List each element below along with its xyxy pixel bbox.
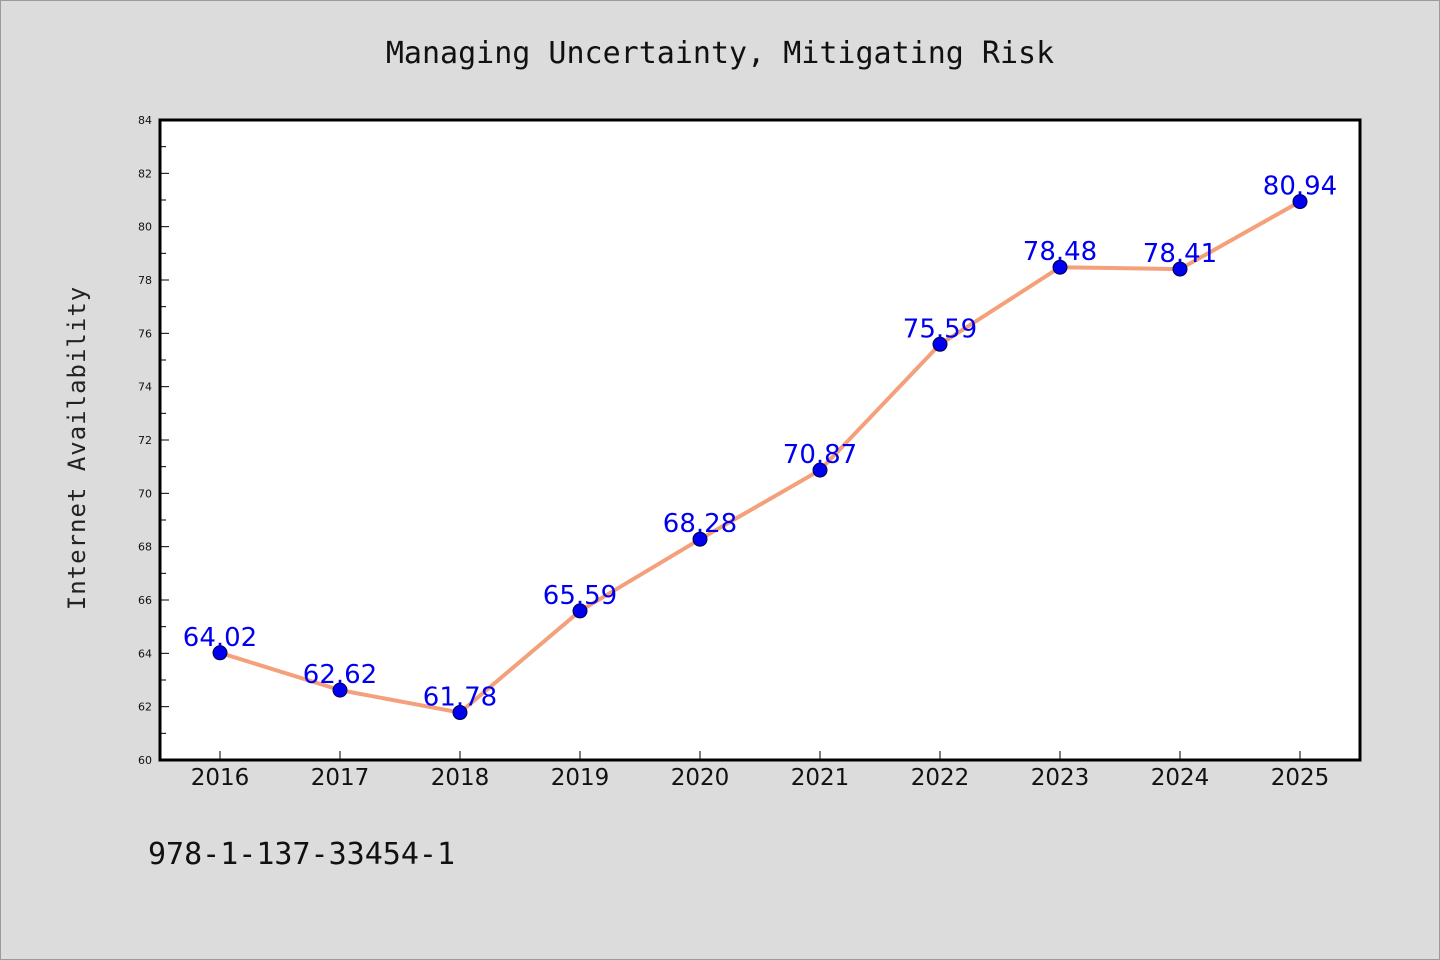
data-label: 61.78	[423, 683, 497, 713]
y-tick-label: 82	[138, 167, 152, 180]
x-tick-label: 2019	[551, 765, 610, 791]
series-markers	[212, 194, 1308, 721]
x-axis-ticks: 2016 2017 2018 2019 2020 2021 2022 2023 2024 2025	[191, 751, 1330, 791]
y-tick-label: 76	[138, 327, 152, 340]
data-label: 62.62	[303, 660, 377, 690]
data-point	[932, 336, 948, 352]
series-line	[218, 199, 1302, 715]
y-tick-label: 62	[138, 701, 152, 714]
data-label: 64.02	[183, 623, 257, 653]
y-axis-ticks: 60 62 64 66 68 70 72 74 76 78 80 82 84	[138, 114, 169, 767]
x-tick-label: 2018	[431, 765, 490, 791]
y-tick-label: 80	[138, 221, 152, 234]
data-label: 65.59	[543, 581, 617, 611]
y-tick-label: 66	[138, 594, 152, 607]
x-tick-label: 2025	[1271, 765, 1330, 791]
y-tick-label: 72	[138, 434, 152, 447]
y-tick-label: 74	[138, 381, 152, 394]
data-label: 80.94	[1263, 172, 1337, 202]
y-tick-label: 64	[138, 647, 152, 660]
y-axis-label: Internet Availability	[63, 286, 91, 610]
data-label: 78.48	[1023, 237, 1097, 267]
data-label: 68.28	[663, 509, 737, 539]
plot-area	[158, 118, 1362, 762]
data-point	[452, 705, 468, 721]
data-point	[1292, 194, 1308, 210]
x-tick-label: 2023	[1031, 765, 1090, 791]
y-tick-label: 60	[138, 754, 152, 767]
data-point	[692, 531, 708, 547]
x-tick-label: 2020	[671, 765, 730, 791]
series-polyline	[218, 199, 1302, 715]
chart-title: Managing Uncertainty, Mitigating Risk	[386, 36, 1054, 71]
y-tick-label: 68	[138, 541, 152, 554]
y-tick-label: 78	[138, 274, 152, 287]
x-tick-label: 2022	[911, 765, 970, 791]
data-label: 75.59	[903, 314, 977, 344]
data-point	[332, 682, 348, 698]
data-point	[1052, 259, 1068, 275]
footer-code: 978-1-137-33454-1	[148, 837, 455, 872]
x-tick-label: 2021	[791, 765, 850, 791]
data-labels: 64.02 62.62 61.78 65.59 68.28 70.87 75.59 78.48…	[183, 172, 1337, 713]
data-point	[812, 462, 828, 478]
data-point	[212, 645, 228, 661]
x-tick-label: 2016	[191, 765, 250, 791]
data-label: 78.41	[1143, 239, 1217, 269]
y-tick-label: 84	[138, 114, 152, 127]
data-point	[572, 603, 588, 619]
x-tick-label: 2024	[1151, 765, 1210, 791]
x-tick-label: 2017	[311, 765, 370, 791]
data-point	[1172, 261, 1188, 277]
data-label: 70.87	[783, 440, 857, 470]
y-tick-label: 70	[138, 487, 152, 500]
